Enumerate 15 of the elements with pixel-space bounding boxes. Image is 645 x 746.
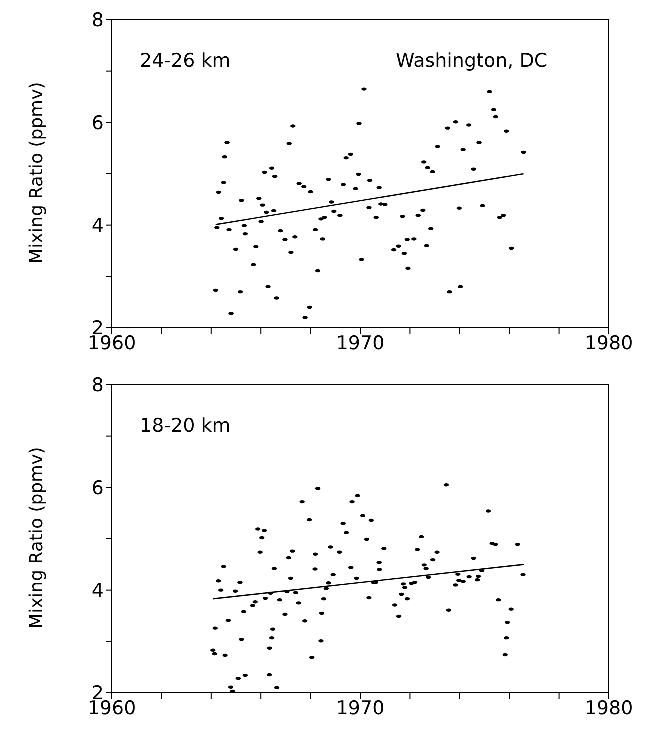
x-tick-label: 1980 — [584, 332, 634, 354]
y-axis-title: Mixing Ratio (ppmv) — [26, 447, 48, 629]
y-axis-title: Mixing Ratio (ppmv) — [26, 82, 48, 264]
x-tick-label: 1970 — [336, 697, 385, 720]
annotation: 18-20 km — [140, 415, 231, 437]
y-tick-label: 6 — [92, 477, 104, 500]
annotation: 24-26 km — [140, 50, 231, 72]
y-tick-label: 8 — [92, 374, 104, 397]
y-tick-label: 4 — [92, 215, 104, 238]
y-tick-label: 4 — [92, 580, 104, 602]
y-tick-label: 8 — [92, 10, 104, 32]
annotation: Washington, DC — [396, 50, 548, 72]
x-tick-label: 1970 — [336, 332, 385, 354]
y-tick-label: 6 — [92, 112, 104, 134]
x-tick-label: 1980 — [584, 697, 634, 720]
